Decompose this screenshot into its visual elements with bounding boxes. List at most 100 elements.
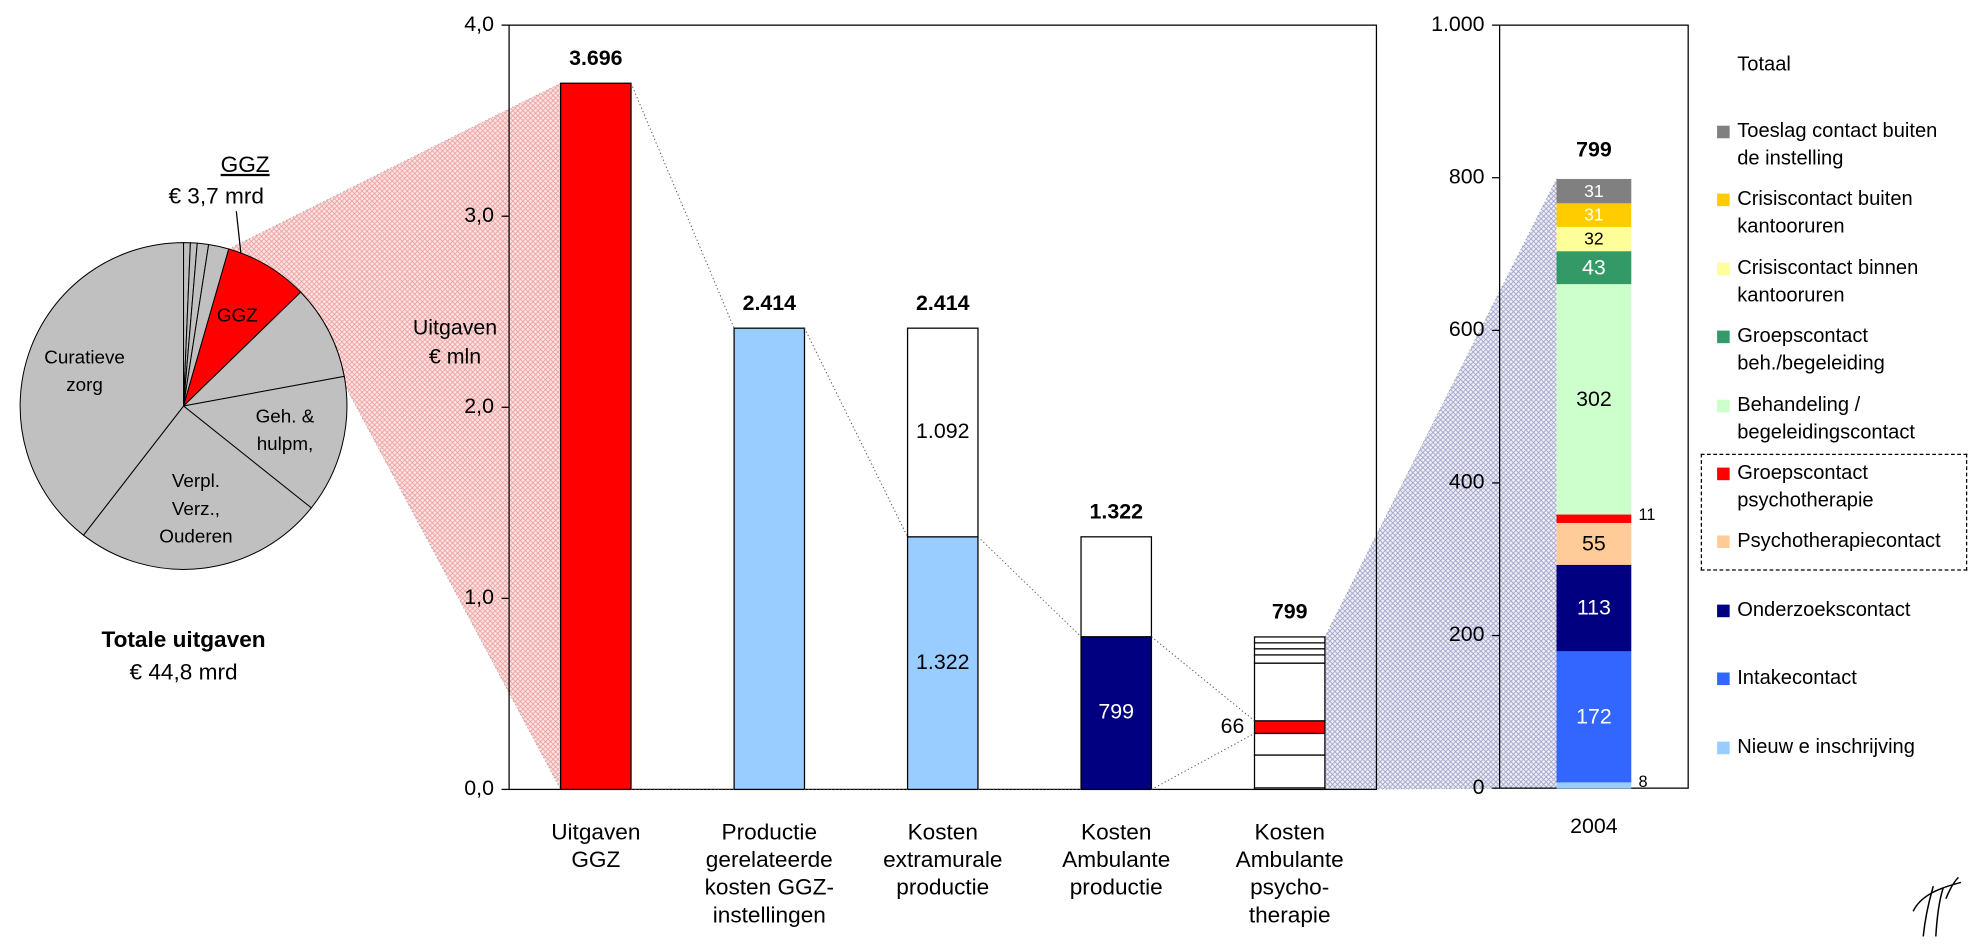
bar-segment — [1556, 513, 1632, 523]
legend-swatch — [1717, 535, 1730, 549]
segment-label: 1.092 — [916, 419, 969, 443]
segment-label: 799 — [1098, 700, 1134, 724]
legend-item: Intakecontact — [1717, 665, 1963, 693]
y-tick-label: 0,0 — [464, 776, 494, 800]
connectors — [228, 82, 1558, 790]
connector-line — [977, 536, 1082, 638]
y-axis-title: Uitgaven — [413, 315, 497, 339]
y-tick-label: 200 — [1449, 622, 1485, 646]
total-label: 2.414 — [743, 291, 797, 315]
bar-segment — [1253, 662, 1326, 722]
bar-segment — [1253, 754, 1326, 789]
legend-swatch — [1717, 399, 1730, 412]
legend-label: Groepscontact beh./begeleiding — [1737, 325, 1885, 375]
legend-swatch — [1717, 194, 1730, 207]
x-tick-label: extramurale — [883, 847, 1002, 872]
legend-item: Toeslag contact buiten de instelling — [1717, 118, 1963, 173]
legend-title: Totaal — [1737, 54, 1791, 76]
y-tick-label: 0 — [1473, 775, 1485, 799]
segment-label: 32 — [1584, 229, 1604, 249]
y-tick-label: 1.000 — [1431, 12, 1485, 36]
y-tick-label: 400 — [1449, 470, 1485, 494]
y-tick-label: 600 — [1449, 317, 1485, 341]
signature — [1912, 876, 1962, 937]
connector-line — [1151, 732, 1255, 790]
highlight-title: GGZ — [221, 152, 270, 177]
pie-label: Verz., — [172, 498, 220, 519]
legend-group-box — [1700, 453, 1968, 571]
zoom-connector — [228, 82, 562, 790]
total-label: 799 — [1272, 600, 1308, 624]
legend-swatch — [1717, 672, 1730, 686]
legend-swatch — [1717, 330, 1730, 344]
legend-item: Nieuw e inschrijving — [1717, 734, 1963, 762]
legend-swatch — [1717, 604, 1730, 617]
legend-item: Crisiscontact binnen kantooruren — [1717, 255, 1963, 310]
x-tick-label: Ambulante — [1062, 847, 1170, 872]
legend-item: Groepscontact beh./begeleiding — [1717, 323, 1963, 378]
total-title: Totale uitgaven — [101, 627, 265, 652]
bar-segment — [560, 82, 632, 791]
bar-segment — [1253, 648, 1326, 656]
leader-line — [235, 211, 242, 254]
segment-label: 113 — [1577, 596, 1611, 620]
bar-segment — [906, 536, 979, 791]
pie-label: Ouderen — [159, 525, 232, 546]
bar-segment — [1253, 636, 1326, 644]
legend-label: Toeslag contact buiten de instelling — [1737, 120, 1938, 170]
pie-slice — [182, 375, 348, 509]
segment-label: 172 — [1576, 704, 1612, 728]
legend-item: Psychotherapiecontact — [1717, 528, 1963, 556]
x-tick-label: Uitgaven — [551, 819, 640, 844]
legend-swatch — [1717, 741, 1730, 754]
bar-segment — [1253, 642, 1326, 650]
y-tick-label: 4,0 — [464, 12, 494, 36]
segment-label: 43 — [1582, 255, 1606, 279]
total-label: 1.322 — [1090, 500, 1144, 524]
legend-label: Behandeling / begeleidingscontact — [1737, 394, 1915, 444]
x-tick-label: Kosten — [1081, 819, 1151, 844]
bar-segment — [1253, 732, 1326, 756]
highlight-value: € 3,7 mrd — [168, 183, 264, 208]
legend-label: Groepscontact psychotherapie — [1737, 462, 1874, 512]
pie-label: zorg — [66, 374, 103, 395]
segment-label: 55 — [1582, 532, 1606, 556]
legend-item: Behandeling / begeleidingscontact — [1717, 392, 1963, 447]
bar-segment — [906, 327, 979, 538]
x-tick-label: GGZ — [571, 847, 620, 872]
bar-segment — [1253, 654, 1326, 664]
total-label: 799 — [1576, 137, 1612, 161]
x-tick-label: psycho- — [1250, 875, 1329, 900]
bar-segment — [1556, 781, 1632, 789]
pie-label: Verpl. — [172, 470, 220, 491]
segment-label: 31 — [1584, 181, 1604, 201]
connector-line — [1151, 636, 1255, 722]
x-tick-label: instellingen — [713, 902, 826, 927]
bar-segment — [1080, 536, 1153, 638]
segment-label: 31 — [1584, 205, 1604, 225]
segment-label: 66 — [1221, 714, 1245, 738]
bar-segment — [1556, 226, 1632, 252]
connector-line — [630, 83, 735, 329]
legend-label: Nieuw e inschrijving — [1737, 736, 1915, 758]
pie-slice — [19, 242, 185, 536]
connector-line — [804, 327, 909, 538]
y-axis-title: € mln — [429, 344, 481, 368]
pie-slice — [181, 291, 345, 407]
x-tick-label: therapie — [1249, 902, 1331, 927]
x-tick-label: Kosten — [1255, 819, 1325, 844]
x-tick-label: productie — [896, 875, 989, 900]
y-tick-label: 2,0 — [464, 394, 494, 418]
y-tick-label: 1,0 — [464, 585, 494, 609]
bar-segment — [733, 327, 806, 791]
total-label: 2.414 — [916, 291, 970, 315]
pie-label: Geh. & — [256, 406, 315, 427]
segment-label: 302 — [1576, 387, 1612, 411]
legend-label: Crisiscontact binnen kantooruren — [1737, 257, 1919, 307]
bar-segment — [1253, 720, 1326, 735]
legend-item: Onderzoekscontact — [1717, 597, 1963, 625]
zoom-connector — [1324, 178, 1558, 790]
legend-label: Onderzoekscontact — [1737, 599, 1911, 621]
legend-swatch — [1717, 125, 1730, 139]
